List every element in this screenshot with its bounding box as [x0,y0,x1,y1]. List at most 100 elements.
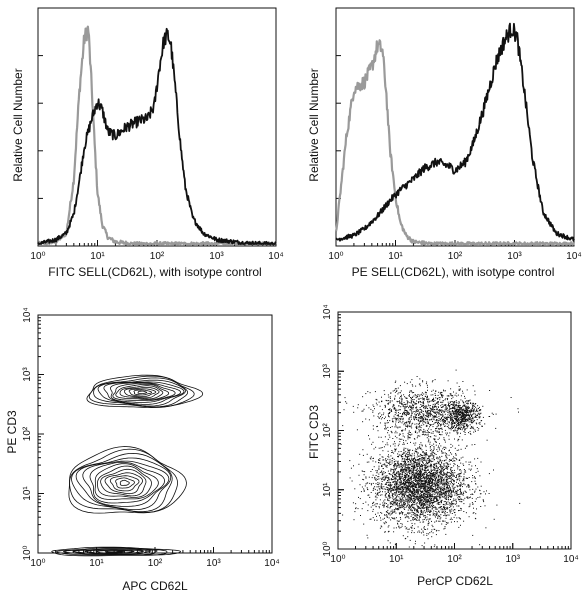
event-dot [360,515,361,516]
event-dot [465,408,467,410]
event-dot [403,484,405,485]
event-dot [422,494,424,496]
event-dot [401,438,403,440]
x-tick-label: 10² [448,251,463,262]
event-dot [402,478,404,480]
event-dot [425,529,427,530]
event-dot [446,466,448,468]
event-dot [444,413,446,415]
event-dot [423,508,425,510]
event-dot [444,527,446,529]
event-dot [431,491,433,493]
event-dot [402,453,404,455]
event-dot [476,419,478,421]
event-dot [452,478,454,480]
event-dot [430,419,432,421]
event-dot [411,490,413,492]
event-dot [448,488,449,490]
event-dot [418,476,420,478]
event-dot [454,411,456,413]
event-dot [384,436,386,438]
event-dot [385,416,386,418]
event-dot [454,427,456,428]
event-dot [407,512,409,514]
event-dot [413,489,415,491]
event-dot [396,472,398,474]
event-dot [395,463,397,464]
event-dot [411,527,413,529]
event-dot [420,492,422,494]
event-dot [414,515,416,517]
event-dot [430,400,432,402]
event-dot [403,487,405,489]
event-dot [392,420,394,422]
event-dot [426,508,427,510]
event-dot [388,396,390,398]
event-dot [397,462,399,464]
event-dot [495,413,497,415]
event-dot [463,410,465,411]
event-dot [383,522,385,524]
event-dot [448,428,450,430]
event-dot [413,527,415,529]
event-dot [409,463,411,465]
event-dot [420,397,422,399]
event-dot [370,456,372,458]
event-dot [428,480,430,482]
event-dot [394,426,396,428]
event-dot [420,511,422,513]
event-dot [397,461,399,463]
event-dot [447,479,449,481]
event-dot [435,474,437,476]
event-dot [480,412,482,414]
event-dot [471,407,473,409]
event-dot [413,395,415,397]
event-dot [409,491,411,493]
event-dot [446,492,447,494]
event-dot [398,520,400,522]
event-dot [358,474,360,476]
event-dot [440,500,442,502]
event-dot [414,498,416,500]
event-dot [385,522,387,524]
event-dot [392,451,393,453]
event-dot [394,486,396,488]
event-dot [384,422,386,424]
event-dot [402,461,404,463]
event-dot [464,447,466,449]
event-dot [410,441,411,443]
event-dot [357,508,359,510]
event-dot [397,479,398,481]
event-dot [416,472,418,474]
event-dot [417,497,419,499]
event-dot [378,478,380,480]
event-dot [398,482,400,484]
event-dot [416,516,418,518]
event-dot [453,463,455,464]
event-dot [396,504,397,506]
event-dot [411,510,413,512]
event-dot [399,483,401,485]
event-dot [432,493,434,495]
event-dot [431,494,433,496]
event-dot [408,496,410,498]
x-tick-label: 10² [150,251,165,262]
event-dot [417,489,419,491]
event-dot [390,485,392,487]
event-dot [467,400,469,401]
event-dot [388,415,389,417]
event-dot [386,516,388,518]
event-dot [389,542,391,544]
event-dot [441,450,443,452]
event-dot [465,411,467,413]
event-dot [417,468,419,470]
event-dot [408,421,410,423]
event-dot [453,488,455,490]
event-dot [444,496,446,498]
histogram-pe-cd62l: PE SELL(CD62L), with isotype control Rel… [307,7,582,279]
event-dot [426,484,428,485]
event-dot [460,493,462,495]
event-dot [429,506,431,508]
event-dot [423,488,425,490]
event-dot [412,458,414,460]
